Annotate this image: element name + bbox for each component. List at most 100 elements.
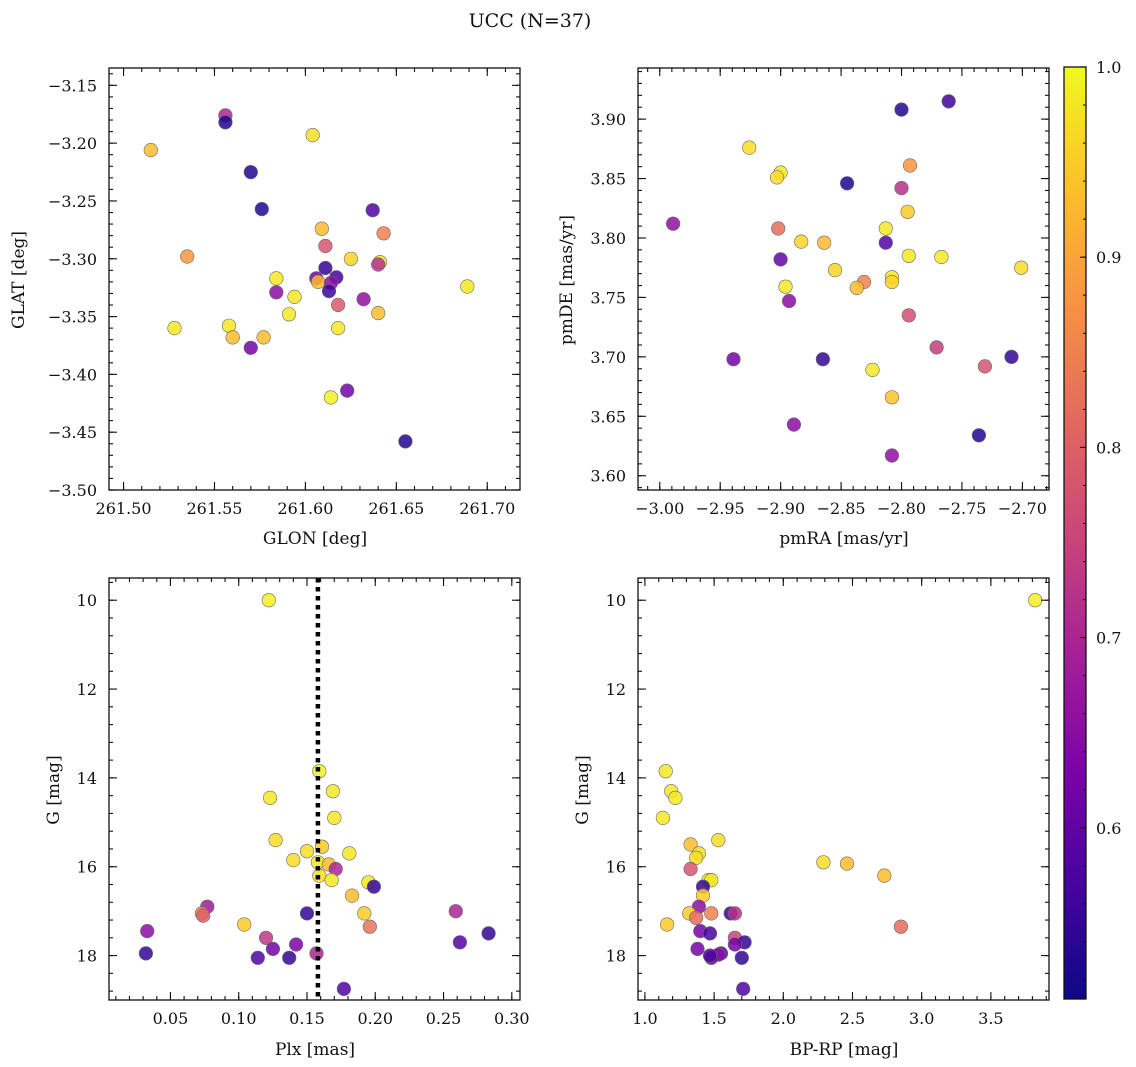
- x-tick-label: 0.10: [221, 1009, 257, 1028]
- ylabel-glat: GLAT [deg]: [9, 231, 29, 329]
- x-tick-label: 1.5: [701, 1009, 726, 1028]
- scatter-point: [331, 321, 346, 336]
- scatter-point: [286, 852, 301, 868]
- x-tick-label: 261.55: [186, 499, 242, 518]
- axes-frame: [637, 67, 1050, 491]
- scatter-point: [690, 941, 705, 957]
- panel-bprp-g: BP-RP [mag] G [mag]: [573, 755, 898, 1060]
- scatter-point: [263, 790, 278, 806]
- scatter-point: [815, 352, 831, 367]
- scatter-point: [894, 102, 909, 117]
- panel-pmra-pmde: pmRA [mas/yr] pmDE [mas/yr]: [557, 215, 909, 549]
- x-tick-label: 2.0: [771, 1009, 796, 1028]
- colorbar-frame: [1063, 66, 1087, 1000]
- x-tick-label: −2.80: [877, 499, 926, 518]
- scatter-point: [901, 248, 916, 263]
- scatter-point: [225, 330, 240, 345]
- ylabel-pmde: pmDE [mas/yr]: [557, 215, 577, 345]
- scatter-point: [180, 249, 195, 264]
- x-tick-label: 261.70: [459, 499, 515, 518]
- y-tick-label: −3.20: [48, 134, 97, 153]
- scatter-point: [452, 935, 468, 950]
- scatter-point: [371, 257, 386, 272]
- scatter-point: [289, 937, 304, 952]
- colorbar-tick-label: 1.0: [1096, 58, 1121, 77]
- scatter-point: [711, 832, 726, 848]
- scatter-point: [261, 593, 276, 608]
- y-tick-label: −3.50: [48, 481, 97, 500]
- scatter-point: [311, 274, 326, 290]
- scatter-point: [865, 362, 880, 378]
- scatter-point: [356, 292, 371, 307]
- xlabel-plx: Plx [mas]: [275, 1040, 355, 1060]
- scatter-point: [460, 279, 475, 294]
- scatter-point: [138, 946, 153, 961]
- x-tick-label: 0.20: [357, 1009, 393, 1028]
- y-tick-label: 3.75: [590, 288, 626, 307]
- scatter-point: [769, 170, 785, 185]
- scatter-point: [357, 906, 372, 921]
- scatter-point: [771, 221, 786, 236]
- y-tick-label: 16: [606, 858, 626, 877]
- x-tick-label: 0.30: [494, 1009, 530, 1028]
- scatter-point: [734, 950, 749, 965]
- scatter-point: [877, 868, 892, 883]
- scatter-point: [258, 930, 274, 945]
- colorbar: 0.6 0.7 0.8 0.9 1.0: [1063, 58, 1121, 1000]
- x-tick-label: −2.90: [756, 499, 805, 518]
- scatter-point: [237, 917, 252, 932]
- y-tick-label: 3.80: [590, 229, 626, 248]
- scatter-point: [659, 917, 675, 932]
- scatter-point: [742, 140, 757, 155]
- y-tick-label: 3.60: [590, 467, 626, 486]
- y-tick-label: −3.35: [48, 308, 97, 327]
- scatter-point: [268, 832, 283, 848]
- x-tick-label: 261.50: [96, 499, 152, 518]
- scatter-point: [702, 948, 718, 963]
- y-tick-label: −3.45: [48, 423, 97, 442]
- scatter-point: [794, 234, 809, 249]
- scatter-point: [704, 906, 719, 921]
- y-tick-label: 16: [77, 858, 97, 877]
- scatter-point: [314, 221, 329, 236]
- scatter-point: [726, 352, 741, 367]
- y-tick-label: 18: [77, 947, 97, 966]
- scatter-point: [269, 271, 284, 286]
- scatter-point: [894, 181, 909, 196]
- scatter-point: [398, 434, 413, 449]
- y-tick-label: 3.70: [590, 348, 626, 367]
- scatter-point: [878, 235, 893, 250]
- scatter-point: [250, 950, 265, 965]
- scatter-point: [849, 280, 864, 296]
- ylabel-g-right: G [mag]: [573, 755, 593, 824]
- ylabel-g-left: G [mag]: [44, 755, 64, 824]
- x-tick-label: −3.00: [635, 499, 684, 518]
- scatter-point: [342, 846, 357, 861]
- scatter-point: [305, 128, 320, 143]
- scatter-point: [327, 810, 342, 826]
- scatter-point: [143, 143, 158, 158]
- scatter-point: [448, 904, 463, 919]
- x-tick-label: 3.5: [978, 1009, 1003, 1028]
- y-tick-label: 3.90: [590, 110, 626, 129]
- y-tick-label: 10: [606, 591, 626, 610]
- scatter-point: [218, 115, 233, 130]
- scatter-point: [1028, 593, 1043, 608]
- scatter-point: [900, 204, 915, 219]
- scatter-point: [668, 790, 683, 806]
- scatter-point: [269, 285, 284, 300]
- scatter-point: [366, 879, 382, 894]
- x-tick-label: 0.25: [426, 1009, 462, 1028]
- scatter-point: [727, 937, 743, 952]
- scatter-point: [1014, 260, 1029, 275]
- scatter-point: [665, 216, 681, 231]
- y-tick-label: −3.25: [48, 192, 97, 211]
- scatter-point: [971, 428, 987, 443]
- x-tick-label: −2.95: [696, 499, 745, 518]
- scatter-point: [702, 926, 718, 941]
- scatter-point: [778, 279, 793, 294]
- scatter-point: [318, 260, 333, 276]
- scatter-point: [839, 856, 855, 871]
- suptitle: UCC (N=37): [469, 10, 592, 32]
- scatter-point: [817, 235, 832, 250]
